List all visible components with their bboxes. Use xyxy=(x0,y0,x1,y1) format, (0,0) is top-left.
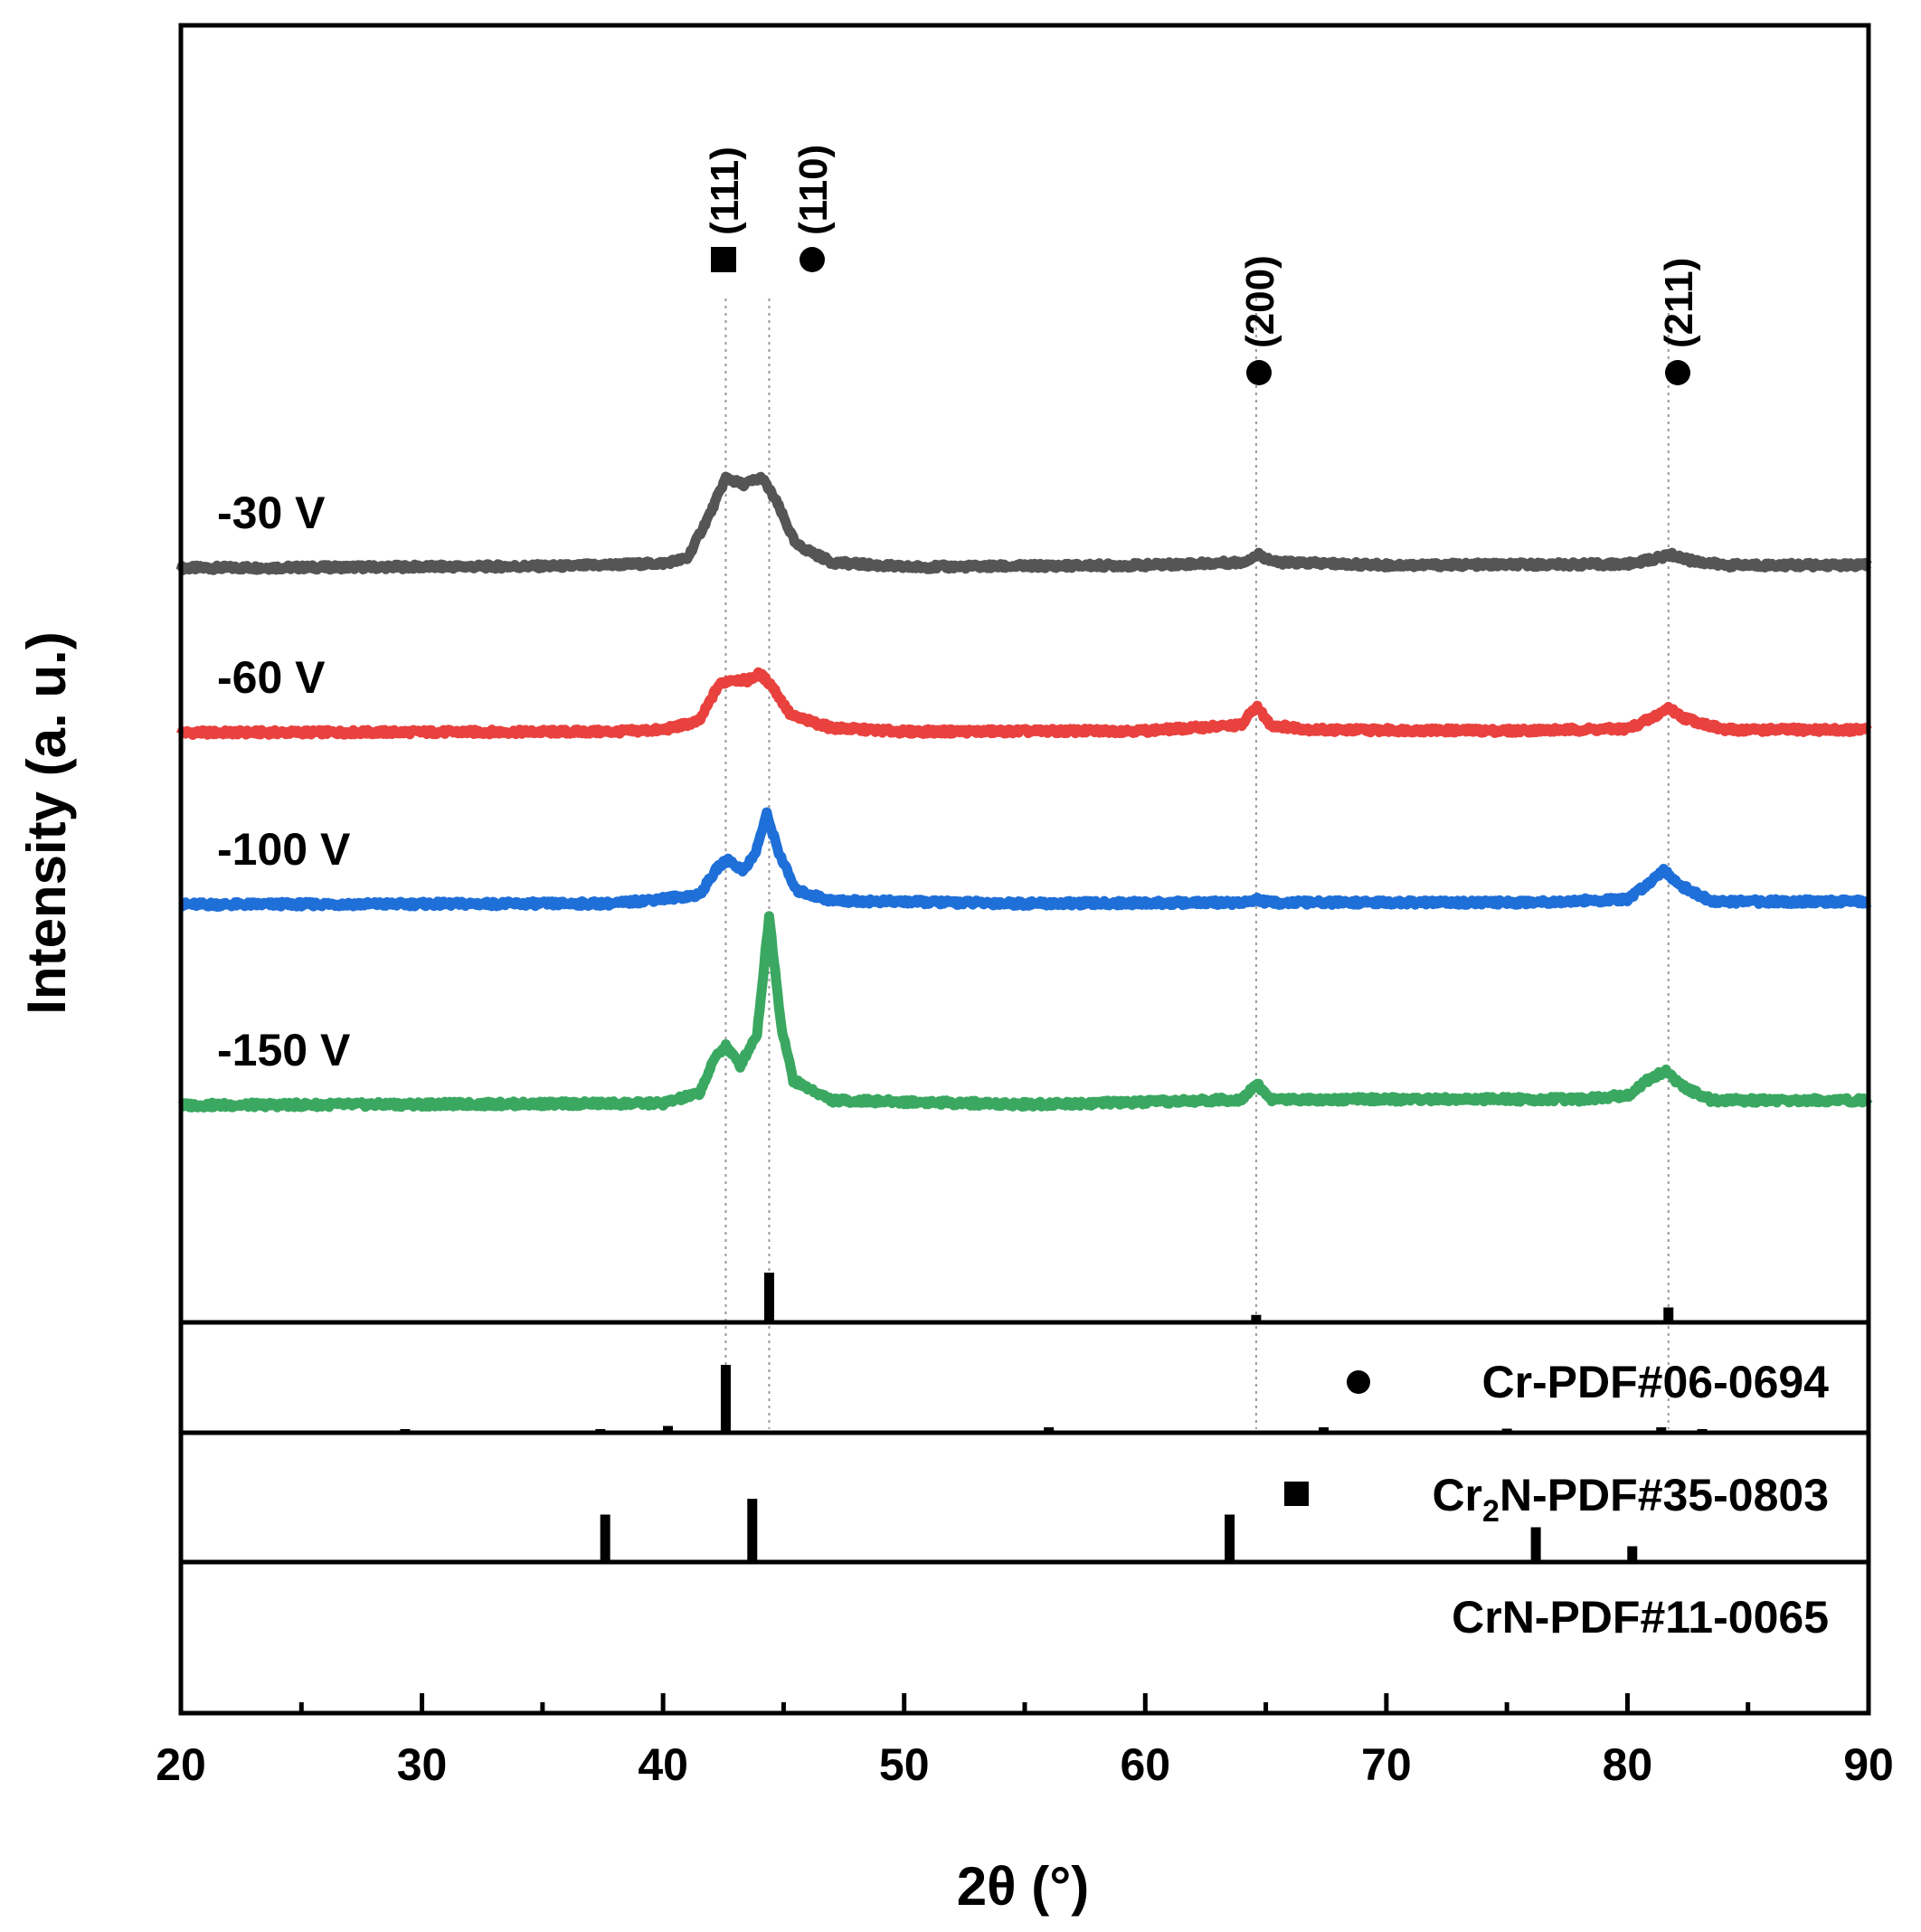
reference-label: CrN-PDF#11-0065 xyxy=(1452,1592,1829,1643)
series-label: -60 V xyxy=(217,652,326,703)
reference-label: Cr-PDF#06-0694 xyxy=(1481,1357,1829,1407)
circle-marker-icon xyxy=(1347,1370,1370,1394)
peak-label: (200) xyxy=(1238,255,1282,348)
reference-label-suffix: N-PDF#35-0803 xyxy=(1500,1470,1829,1520)
x-tick-label: 90 xyxy=(1843,1739,1894,1790)
series-line xyxy=(175,471,1873,575)
series-label: -30 V xyxy=(217,488,326,538)
square-marker-icon xyxy=(711,247,736,272)
plot-border xyxy=(178,23,1871,1716)
series-line xyxy=(176,807,1873,912)
reference-patterns: Cr-PDF#06-0694 Cr2N-PDF#35-0803 CrN-PDF#11… xyxy=(400,1273,1829,1643)
x-tick-label: 20 xyxy=(156,1739,206,1790)
x-tick-label: 50 xyxy=(879,1739,930,1790)
peak-annotations: (111) (110) (200) (211) xyxy=(703,145,1701,385)
reference-label-subscript: 2 xyxy=(1482,1494,1500,1529)
square-marker-icon xyxy=(1284,1482,1309,1506)
series-label: -150 V xyxy=(217,1025,351,1075)
series-line xyxy=(176,911,1873,1113)
peak-label: (111) xyxy=(703,147,747,235)
series-line xyxy=(175,667,1873,740)
plot-frame xyxy=(178,23,1871,1716)
circle-marker-icon xyxy=(1246,360,1272,385)
reference-label: Cr2N-PDF#35-0803 xyxy=(1432,1470,1829,1529)
x-axis: 20 30 40 50 60 70 80 90 xyxy=(156,1693,1894,1790)
series-label: -100 V xyxy=(217,824,351,875)
peak-label: (110) xyxy=(791,145,836,235)
y-axis-title: Intensity (a. u.) xyxy=(16,631,77,1014)
x-tick-label: 30 xyxy=(397,1739,448,1790)
x-tick-label: 60 xyxy=(1120,1739,1170,1790)
series-layer: -30 V -60 V -100 V -150 V xyxy=(175,471,1873,1113)
x-tick-label: 40 xyxy=(638,1739,688,1790)
x-axis-title: 2θ (°) xyxy=(957,1856,1089,1917)
reference-label-prefix: Cr xyxy=(1432,1470,1482,1520)
x-tick-label: 70 xyxy=(1361,1739,1412,1790)
peak-guide-lines xyxy=(724,298,1670,1429)
peak-label: (211) xyxy=(1657,258,1701,348)
circle-marker-icon xyxy=(1665,360,1690,385)
circle-marker-icon xyxy=(800,247,825,272)
x-tick-label: 80 xyxy=(1603,1739,1653,1790)
